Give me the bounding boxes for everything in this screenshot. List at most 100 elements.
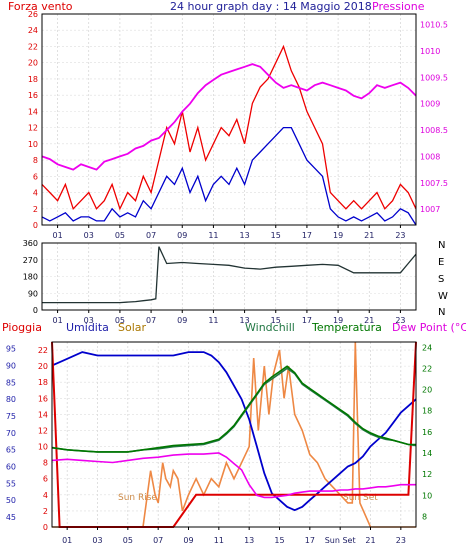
x-tick-label: 23 xyxy=(395,316,405,325)
x-tick-label: 17 xyxy=(305,536,315,545)
x-tick-label: Sun Set xyxy=(325,536,356,545)
rain-label: Pioggia xyxy=(2,321,42,334)
rain-tick-label: 8 xyxy=(43,459,48,468)
x-tick-label: 09 xyxy=(177,231,187,240)
rain-tick-label: 10 xyxy=(38,443,48,452)
rain-tick-label: 16 xyxy=(38,394,48,403)
pressure-tick-label: 1007 xyxy=(420,205,440,214)
pressure-tick-label: 1007.5 xyxy=(420,179,448,188)
temp-tick-label: 20 xyxy=(422,386,432,395)
rain-tick-label: 18 xyxy=(38,378,48,387)
humidity-tick-label: 45 xyxy=(6,513,16,522)
pressure-tick-label: 1009.5 xyxy=(420,73,448,82)
windchill-label: Windchill xyxy=(245,321,295,334)
series-line-temperatura xyxy=(51,365,416,453)
series-line-2 xyxy=(41,63,417,171)
x-tick-label: 01 xyxy=(52,316,62,325)
humidity-label: Umidita xyxy=(66,321,109,334)
direction-tick-label: 270 xyxy=(23,256,38,265)
x-tick-label: 03 xyxy=(84,231,94,240)
series-line-windchill xyxy=(51,367,417,453)
plot-frame xyxy=(41,13,417,226)
wind-tick-label: 2 xyxy=(33,205,38,214)
wind-tick-label: 14 xyxy=(28,107,38,116)
sun-rise-annotation: Sun Rise xyxy=(118,493,157,503)
wind-tick-label: 12 xyxy=(28,124,38,133)
x-tick-label: 11 xyxy=(208,316,218,325)
solar-label: Solar xyxy=(118,321,147,334)
x-tick-label: 19 xyxy=(333,316,343,325)
rain-tick-label: 12 xyxy=(38,426,48,435)
x-tick-label: 03 xyxy=(84,316,94,325)
rain-tick-label: 14 xyxy=(38,410,48,419)
pressure-tick-label: 1008.5 xyxy=(420,126,448,135)
x-tick-label: 11 xyxy=(214,536,224,545)
humidity-tick-label: 85 xyxy=(6,378,16,387)
x-tick-label: 01 xyxy=(62,536,72,545)
series-line-1 xyxy=(41,126,417,226)
x-tick-label: 21 xyxy=(364,231,374,240)
series-line-solar xyxy=(52,341,416,528)
pressure-tick-label: 1010 xyxy=(420,47,440,56)
rain-tick-label: 22 xyxy=(38,346,48,355)
x-tick-label: 05 xyxy=(123,536,133,545)
wind-tick-label: 16 xyxy=(28,91,38,100)
temp-tick-label: 14 xyxy=(422,449,432,458)
x-tick-label: 05 xyxy=(115,316,125,325)
humidity-tick-label: 75 xyxy=(6,412,16,421)
x-tick-label: 15 xyxy=(271,231,281,240)
compass-label: N xyxy=(438,307,445,318)
wind-tick-label: 24 xyxy=(28,26,38,35)
temp-tick-label: 12 xyxy=(422,470,432,479)
direction-line-0 xyxy=(42,246,417,304)
pressure-tick-label: 1008 xyxy=(420,152,440,161)
rain-tick-label: 20 xyxy=(38,362,48,371)
wind-tick-label: 26 xyxy=(28,10,38,19)
compass-label: S xyxy=(438,274,444,285)
wind-tick-label: 4 xyxy=(33,189,38,198)
wind-tick-label: 8 xyxy=(33,156,38,165)
x-tick-label: 09 xyxy=(177,316,187,325)
x-tick-label: 19 xyxy=(333,231,343,240)
x-tick-label: 05 xyxy=(115,231,125,240)
wind-tick-label: 22 xyxy=(28,42,38,51)
humidity-tick-label: 50 xyxy=(6,496,16,505)
direction-tick-label: 360 xyxy=(23,239,38,248)
wind-tick-label: 10 xyxy=(28,140,38,149)
x-tick-label: 21 xyxy=(364,316,374,325)
x-tick-label: 13 xyxy=(239,231,249,240)
humidity-tick-label: 60 xyxy=(6,462,16,471)
compass-label: W xyxy=(438,291,448,302)
humidity-tick-label: 70 xyxy=(6,429,16,438)
direction-tick-label: 90 xyxy=(28,289,38,298)
compass-label: N xyxy=(438,240,445,251)
rain-tick-label: 6 xyxy=(43,475,48,484)
rain-tick-label: 0 xyxy=(43,523,48,532)
pressure-label: Pressione xyxy=(372,0,425,13)
x-tick-label: 13 xyxy=(244,536,254,545)
temp-tick-label: 18 xyxy=(422,407,432,416)
x-tick-label: 17 xyxy=(302,316,312,325)
temp-tick-label: 8 xyxy=(422,512,427,521)
x-tick-label: 15 xyxy=(271,316,281,325)
plot-frame xyxy=(41,242,417,311)
chart-title: 24 hour graph day : 14 Maggio 2018 xyxy=(170,0,372,13)
temp-tick-label: 24 xyxy=(422,343,432,352)
x-tick-label: 23 xyxy=(395,231,405,240)
temp-tick-label: 16 xyxy=(422,428,432,437)
humidity-tick-label: 95 xyxy=(6,345,16,354)
direction-tick-label: 180 xyxy=(23,273,38,282)
x-tick-label: 01 xyxy=(52,231,62,240)
series-line-dew-point xyxy=(51,452,416,499)
series-line-umidita xyxy=(51,351,417,512)
humidity-tick-label: 80 xyxy=(6,395,16,404)
pressure-tick-label: 1009 xyxy=(420,100,440,109)
x-tick-label: 09 xyxy=(183,536,193,545)
series-line-0 xyxy=(41,44,417,211)
x-tick-label: 03 xyxy=(92,536,102,545)
x-tick-label: 07 xyxy=(146,231,156,240)
rain-tick-label: 2 xyxy=(43,507,48,516)
x-tick-label: 17 xyxy=(302,231,312,240)
